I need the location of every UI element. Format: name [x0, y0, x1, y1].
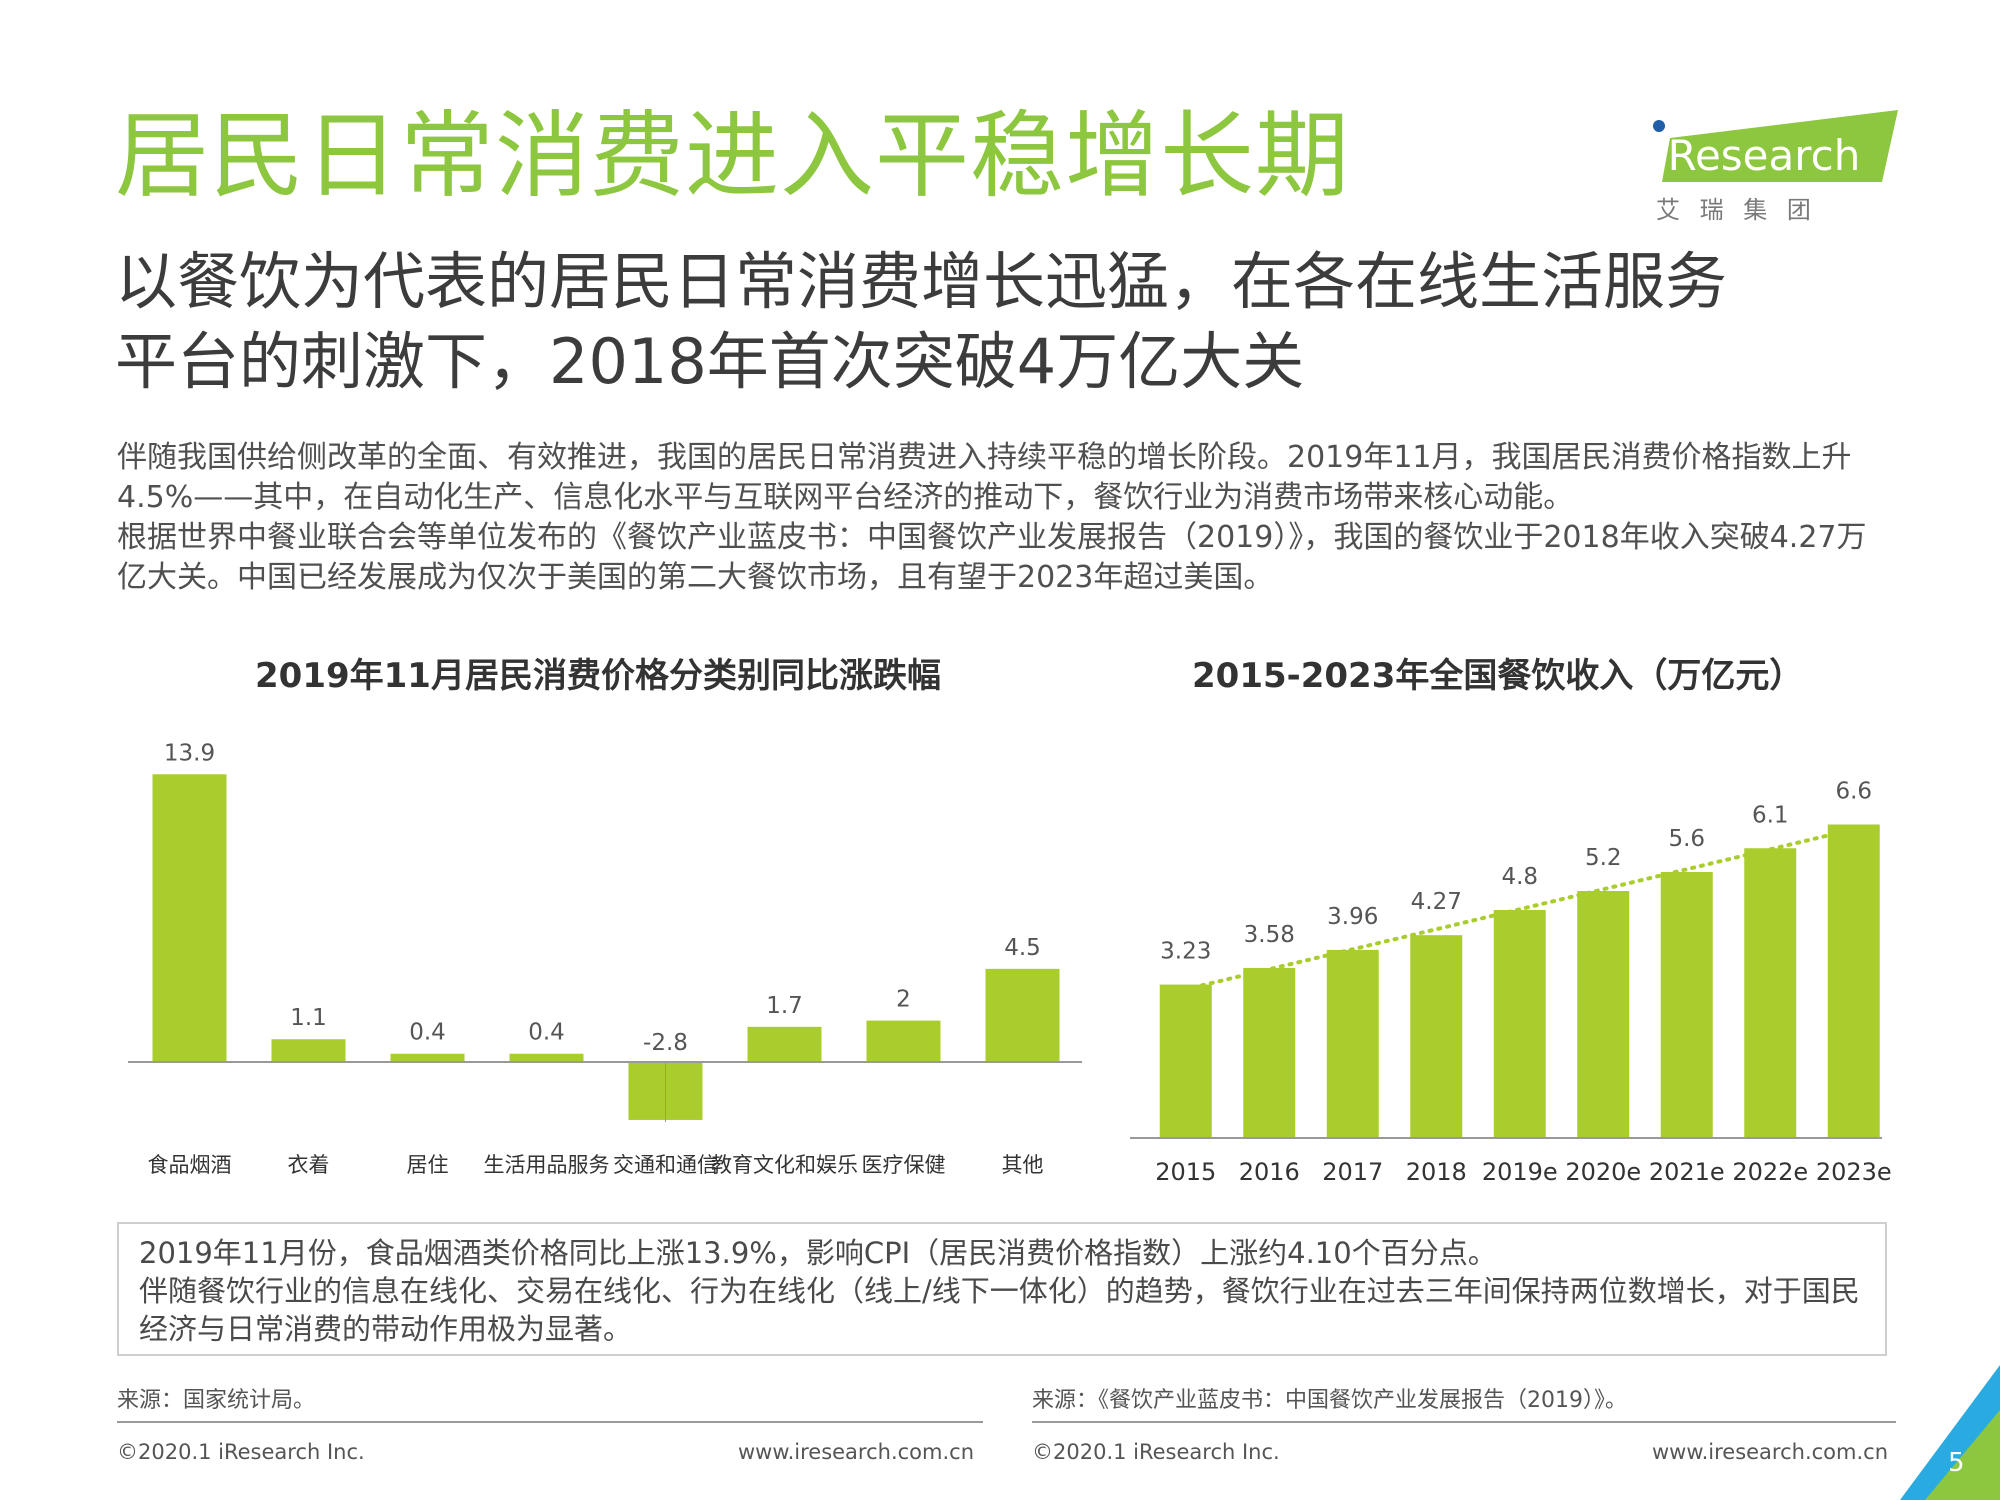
copyright-left: ©2020.1 iResearch Inc. — [117, 1440, 365, 1464]
chart2-category-label: 2015 — [1155, 1158, 1216, 1186]
page-number: 5 — [1948, 1448, 1965, 1478]
source-left: 来源：国家统计局。 — [117, 1388, 316, 1413]
chart1-category-label: 教育文化和娱乐 — [711, 1153, 858, 1177]
chart1-bar — [271, 1039, 346, 1062]
chart1-bar — [509, 1053, 584, 1062]
body-text: 伴随我国供给侧改革的全面、有效推进，我国的居民日常消费进入持续平稳的增长阶段。2… — [117, 438, 1887, 598]
chart1-value-label: 4.5 — [1004, 935, 1041, 961]
chart1-category-label: 其他 — [1002, 1153, 1044, 1177]
summary-line-1: 2019年11月份，食品烟酒类价格同比上涨13.9%，影响CPI（居民消费价格指… — [139, 1236, 1497, 1270]
iresearch-logo: iResearch 艾 瑞 集 团 — [1653, 110, 1898, 224]
chart2-title: 2015-2023年全国餐饮收入（万亿元） — [1192, 656, 1804, 696]
chart1-category-label: 交通和通信 — [613, 1153, 718, 1177]
corner-decoration — [1900, 1365, 2000, 1500]
source-right: 来源：《餐饮产业蓝皮书：中国餐饮产业发展报告（2019）》。 — [1032, 1388, 1627, 1413]
chart2-category-label: 2019e — [1482, 1158, 1558, 1186]
footer-divider-right — [1032, 1421, 1896, 1423]
chart2-bar — [1660, 872, 1713, 1138]
chart1-value-label: 0.4 — [528, 1020, 565, 1046]
chart1-category-label: 衣着 — [288, 1153, 330, 1177]
chart2-bar — [1326, 949, 1379, 1138]
cpi-category-chart: 13.9 食品烟酒 1.1 衣着 0.4 居住 0.4 生活用品服务 -2.8 交通和通信 1.7 教… — [128, 740, 1082, 1177]
chart1-value-label: 1.1 — [290, 1005, 327, 1031]
chart1-value-label: 13.9 — [164, 740, 215, 766]
chart2-value-label: 5.2 — [1585, 845, 1622, 871]
chart1-category-label: 居住 — [407, 1153, 449, 1177]
chart2-category-label: 2020e — [1565, 1158, 1641, 1186]
chart2-bar — [1744, 848, 1797, 1138]
chart2-value-label: 4.27 — [1411, 889, 1462, 915]
chart1-value-label: 0.4 — [409, 1020, 446, 1046]
subtitle-line-1: 以餐饮为代表的居民日常消费增长迅猛，在各在线生活服务 — [115, 245, 1728, 318]
chart2-category-label: 2023e — [1816, 1158, 1892, 1186]
chart1-bar — [390, 1053, 465, 1062]
chart2-value-label: 3.58 — [1244, 922, 1295, 948]
chart1-category-label: 医疗保健 — [862, 1153, 946, 1177]
body-paragraph-1: 伴随我国供给侧改革的全面、有效推进，我国的居民日常消费进入持续平稳的增长阶段。2… — [117, 440, 1852, 515]
summary-box: 2019年11月份，食品烟酒类价格同比上涨13.9%，影响CPI（居民消费价格指… — [117, 1222, 1887, 1356]
chart2-bar — [1159, 984, 1212, 1138]
logo-brand-text: iResearch — [1656, 131, 1860, 180]
chart2-category-label: 2021e — [1649, 1158, 1725, 1186]
page-subtitle: 以餐饮为代表的居民日常消费增长迅猛，在各在线生活服务 平台的刺激下，2018年首… — [115, 242, 1915, 402]
chart2-value-label: 3.23 — [1160, 939, 1211, 965]
chart2-category-label: 2016 — [1239, 1158, 1300, 1186]
subtitle-line-2: 平台的刺激下，2018年首次突破4万亿大关 — [115, 325, 1305, 398]
chart1-bar — [152, 774, 227, 1062]
page-title: 居民日常消费进入平稳增长期 — [115, 102, 1351, 211]
corner-green-shape — [1925, 1410, 2000, 1500]
chart2-value-label: 5.6 — [1668, 826, 1705, 852]
copyright-right: ©2020.1 iResearch Inc. — [1032, 1440, 1280, 1464]
chart2-bar — [1410, 935, 1463, 1138]
chart2-value-label: 6.6 — [1835, 779, 1872, 805]
summary-line-2: 伴随餐饮行业的信息在线化、交易在线化、行为在线化（线上/线下一体化）的趋势，餐饮… — [139, 1274, 1860, 1346]
chart1-category-label: 食品烟酒 — [148, 1153, 232, 1177]
chart2-category-label: 2022e — [1732, 1158, 1808, 1186]
chart1-category-label: 生活用品服务 — [484, 1153, 610, 1177]
chart1-value-label: 1.7 — [766, 993, 803, 1019]
logo-dot-icon — [1653, 120, 1665, 132]
chart2-category-label: 2018 — [1406, 1158, 1467, 1186]
footer-divider-left — [117, 1421, 983, 1423]
chart2-value-label: 6.1 — [1752, 802, 1789, 828]
chart2-bar — [1243, 967, 1296, 1138]
chart2-value-label: 3.96 — [1327, 904, 1378, 930]
chart1-title: 2019年11月居民消费价格分类别同比涨跌幅 — [255, 656, 941, 696]
chart1-value-label: -2.8 — [643, 1030, 688, 1056]
chart2-category-label: 2017 — [1322, 1158, 1383, 1186]
chart2-bar — [1577, 891, 1630, 1138]
website-link-left[interactable]: www.iresearch.com.cn — [738, 1440, 975, 1464]
chart2-bar — [1493, 910, 1546, 1138]
catering-revenue-chart: 3.23 2015 3.58 2016 3.96 2017 4.27 2018 4.8 2019e… — [1130, 779, 1892, 1186]
logo-banner-shape — [1662, 110, 1898, 182]
chart1-bar — [747, 1026, 822, 1062]
chart2-trendline — [1173, 824, 1866, 994]
chart2-bar — [1827, 824, 1880, 1138]
chart1-value-label: 2 — [896, 987, 911, 1013]
logo-chinese-text: 艾 瑞 集 团 — [1656, 196, 1817, 224]
chart1-bar — [866, 1020, 941, 1062]
website-link-right[interactable]: www.iresearch.com.cn — [1652, 1440, 1889, 1464]
chart2-value-label: 4.8 — [1501, 864, 1538, 890]
body-paragraph-2: 根据世界中餐业联合会等单位发布的《餐饮产业蓝皮书：中国餐饮产业发展报告（2019… — [117, 520, 1867, 595]
chart1-bar — [985, 968, 1060, 1062]
